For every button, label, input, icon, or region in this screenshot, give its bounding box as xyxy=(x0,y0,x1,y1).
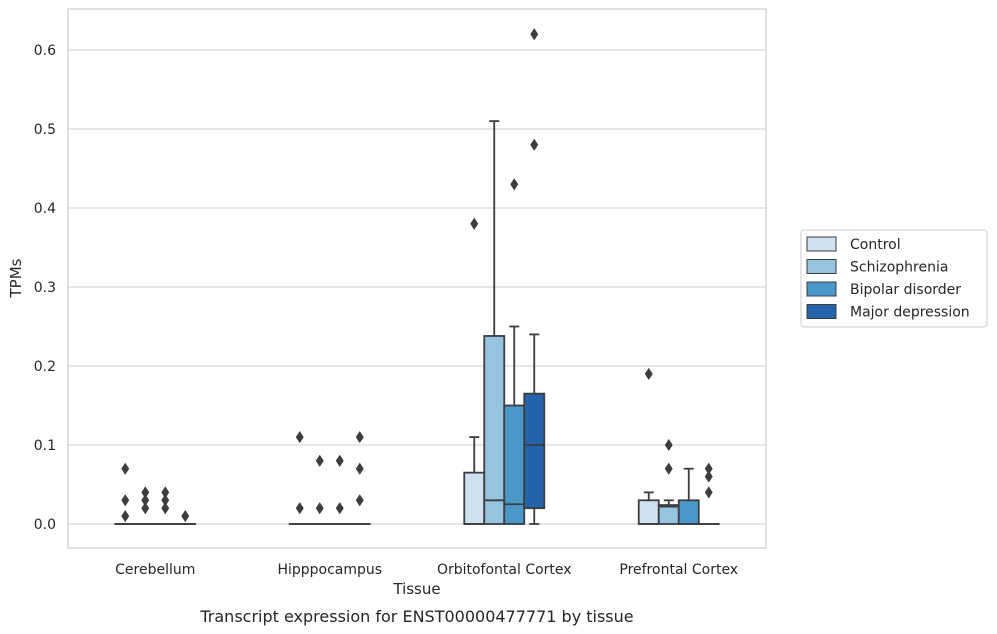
box-bipolar-disorder xyxy=(677,467,700,525)
x-ticks: Cerebellum Hipppocampus Orbitofontal Corte… xyxy=(115,562,738,578)
outlier-point xyxy=(470,217,479,230)
outlier-point xyxy=(141,502,150,515)
plot-background xyxy=(68,9,766,548)
y-tick-label: 0.6 xyxy=(34,43,56,59)
outlier-point xyxy=(335,454,344,467)
x-tick-label: Orbitofontal Cortex xyxy=(437,562,572,578)
y-tick-label: 0.1 xyxy=(34,438,56,454)
box-control xyxy=(288,431,311,525)
outlier-point xyxy=(644,367,653,380)
box-control xyxy=(463,217,486,525)
outlier-point xyxy=(355,462,364,475)
box-body xyxy=(463,471,486,525)
legend-frame xyxy=(800,229,988,328)
outlier-point xyxy=(530,138,539,151)
outlier-point xyxy=(181,510,190,523)
box-schizophrenia xyxy=(308,454,331,525)
outlier-point xyxy=(295,502,304,515)
outlier-point xyxy=(295,431,304,444)
box-schizophrenia xyxy=(657,438,680,525)
legend-label: Bipolar disorder xyxy=(850,282,961,298)
box-body xyxy=(503,404,526,525)
legend-swatch xyxy=(806,281,837,297)
box-body xyxy=(523,392,546,510)
chart-caption: Transcript expression for ENST0000047777… xyxy=(199,607,633,626)
x-tick-label: Cerebellum xyxy=(115,562,195,578)
plot-frame xyxy=(67,8,767,549)
outlier-point xyxy=(121,494,130,507)
outlier-point xyxy=(355,494,364,507)
x-tick-label: Prefrontal Cortex xyxy=(619,562,738,578)
outlier-point xyxy=(530,28,539,41)
grid xyxy=(68,49,766,525)
y-tick-label: 0.4 xyxy=(34,201,56,217)
box-major-depression xyxy=(348,431,371,525)
x-tick-label: Hipppocampus xyxy=(277,562,382,578)
outlier-point xyxy=(510,178,519,191)
outlier-point xyxy=(664,438,673,452)
outlier-point xyxy=(664,462,673,475)
legend-swatch xyxy=(806,259,837,274)
outlier-point xyxy=(315,454,324,467)
box-major-depression xyxy=(523,28,546,525)
legend: Control Schizophrenia Bipolar disorder Majo… xyxy=(800,229,988,328)
box-body xyxy=(483,335,506,525)
legend-swatch xyxy=(806,236,837,252)
box-control xyxy=(637,367,660,525)
outlier-point xyxy=(355,431,364,444)
box-body xyxy=(677,499,700,525)
legend-label: Control xyxy=(850,237,901,253)
y-axis-label: TPMs xyxy=(7,258,25,298)
outlier-point xyxy=(121,462,130,475)
y-ticks: 0.0 0.1 0.2 0.3 0.4 0.5 0.6 xyxy=(34,43,56,533)
box-schizophrenia xyxy=(134,486,157,525)
box-major-depression xyxy=(697,462,720,525)
y-tick-label: 0.3 xyxy=(34,280,56,296)
boxes xyxy=(114,28,720,525)
y-tick-label: 0.2 xyxy=(34,359,56,375)
outlier-point xyxy=(335,502,344,515)
box-control xyxy=(114,462,137,525)
box-body xyxy=(657,504,680,525)
legend-label: Schizophrenia xyxy=(850,260,948,276)
legend-swatch xyxy=(806,304,837,319)
box-body xyxy=(637,499,660,525)
outlier-point xyxy=(315,502,324,515)
outlier-point xyxy=(704,486,713,499)
y-tick-label: 0.0 xyxy=(34,517,56,533)
x-axis-label: Tissue xyxy=(392,580,440,598)
outlier-point xyxy=(704,470,713,483)
y-tick-label: 0.5 xyxy=(34,122,56,138)
outlier-point xyxy=(121,510,130,523)
legend-label: Major depression xyxy=(850,305,970,321)
outlier-point xyxy=(161,502,170,515)
box-major-depression xyxy=(174,510,197,525)
